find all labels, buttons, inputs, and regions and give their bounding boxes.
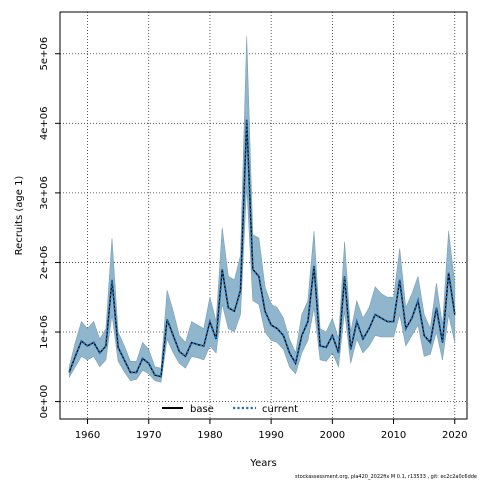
plot-frame <box>59 11 468 420</box>
legend: base current <box>162 404 298 415</box>
y-axis-label: Recruits (age 1) <box>14 176 25 256</box>
x-tick-label-1970: 1970 <box>136 430 161 441</box>
footnote: stockassessment.org, pla420_2022fix M 0.… <box>295 474 477 480</box>
y-tick-label-3e+06: 3e+06 <box>39 176 50 210</box>
y-axis: 0e+00 1e+06 2e+06 3e+06 4e+06 5e+06 <box>39 37 60 419</box>
plot-background <box>60 12 467 419</box>
y-tick-label-2e+06: 2e+06 <box>39 246 50 280</box>
confidence-band <box>68 36 456 383</box>
x-tick-label-1990: 1990 <box>258 430 283 441</box>
y-tick-label-0e+00: 0e+00 <box>39 385 50 419</box>
x-tick-label-2020: 2020 <box>442 430 467 441</box>
x-tick-label-2000: 2000 <box>320 430 345 441</box>
y-tick-label-5e+06: 5e+06 <box>39 37 50 71</box>
x-axis-label: Years <box>249 458 276 469</box>
x-tick-label-1980: 1980 <box>197 430 222 441</box>
x-tick-label-1960: 1960 <box>75 430 100 441</box>
x-tick-label-2010: 2010 <box>381 430 406 441</box>
x-axis: 1960 1970 1980 1990 2000 2010 2020 <box>75 419 467 441</box>
y-tick-label-4e+06: 4e+06 <box>39 106 50 140</box>
series-line-current <box>68 119 456 378</box>
legend-label-base: base <box>190 404 214 415</box>
legend-label-current: current <box>262 404 298 415</box>
y-tick-label-1e+06: 1e+06 <box>39 315 50 349</box>
